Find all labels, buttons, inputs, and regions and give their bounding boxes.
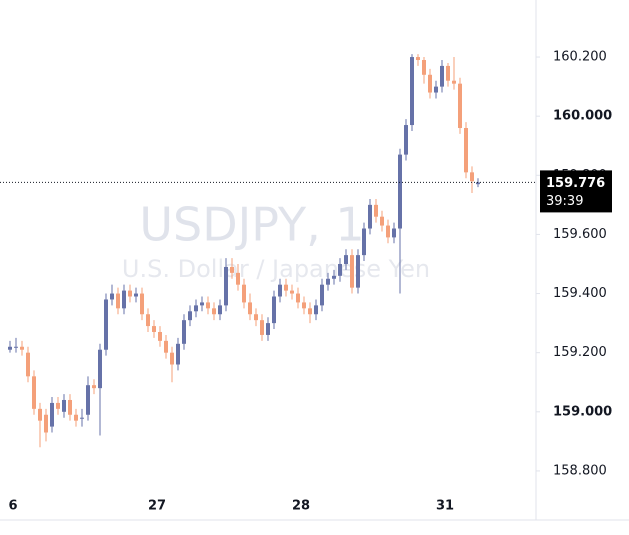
candle-body — [398, 154, 402, 229]
candle-body — [470, 172, 474, 182]
candle-body — [230, 266, 234, 273]
candle-body — [254, 314, 258, 321]
candle-body — [68, 399, 72, 415]
x-tick-label: 28 — [292, 499, 310, 514]
candle-body — [440, 65, 444, 87]
watermark-subtitle: U.S. Dollar / Japanese Yen — [122, 255, 430, 283]
candle-body — [374, 204, 378, 217]
candle-body — [92, 385, 96, 389]
candle-body — [212, 308, 216, 315]
candle-body — [56, 402, 60, 409]
y-tick-label: 158.800 — [553, 463, 607, 478]
y-tick-label: 160.000 — [553, 109, 612, 124]
candle-body — [326, 278, 330, 285]
x-tick-label: 27 — [148, 499, 166, 514]
candle-body — [362, 228, 366, 256]
candle-body — [356, 255, 360, 288]
candle-body — [50, 402, 54, 427]
candle-body — [164, 340, 168, 353]
last-price-box — [540, 170, 612, 213]
last-price-label: 159.776 — [546, 176, 605, 191]
y-tick-label: 159.200 — [553, 345, 607, 360]
candle-body — [14, 346, 18, 348]
candle-body — [110, 293, 114, 300]
candle-body — [26, 352, 30, 377]
candle-body — [272, 296, 276, 324]
candle-body — [86, 385, 90, 415]
candle-body — [458, 83, 462, 129]
watermark: USDJPY, 1 — [139, 198, 364, 252]
candle-body — [404, 125, 408, 155]
y-tick-label: 159.600 — [553, 227, 607, 242]
candle-body — [116, 293, 120, 309]
candle-body — [62, 399, 66, 412]
candle-body — [350, 255, 354, 288]
candle-body — [158, 331, 162, 341]
x-tick-label: 31 — [436, 499, 454, 514]
candle-body — [206, 302, 210, 309]
candle-body — [134, 293, 138, 297]
candle-body — [182, 320, 186, 344]
candle-body — [224, 266, 228, 306]
candle-body — [308, 308, 312, 315]
candle-body — [284, 284, 288, 291]
candle-body — [392, 228, 396, 238]
candle-body — [98, 349, 102, 389]
candle-body — [464, 128, 468, 173]
candle-body — [476, 182, 480, 185]
candle-body — [302, 302, 306, 309]
candle-body — [338, 263, 342, 276]
candle-body — [80, 417, 84, 419]
candle-body — [290, 290, 294, 294]
candle-body — [194, 305, 198, 312]
candle-body — [380, 216, 384, 226]
candle-body — [74, 414, 78, 421]
candle-body — [452, 80, 456, 84]
candle-body — [296, 293, 300, 303]
candle-body — [170, 352, 174, 365]
candle-body — [416, 57, 420, 61]
candle-body — [314, 305, 318, 315]
candle-body — [140, 293, 144, 315]
countdown: 39:39 — [546, 194, 583, 209]
candle-body — [218, 305, 222, 315]
candle-body — [260, 320, 264, 335]
candle-body — [122, 290, 126, 309]
candle-body — [320, 284, 324, 306]
candle-body — [176, 343, 180, 365]
candle-body — [434, 86, 438, 93]
candle-body — [410, 57, 414, 126]
candle-body — [236, 272, 240, 285]
candle-body — [152, 326, 156, 332]
candle-body — [248, 302, 252, 315]
candle-body — [20, 346, 24, 350]
y-tick-label: 159.000 — [553, 404, 612, 419]
candle-body — [200, 302, 204, 306]
candle-body — [188, 311, 192, 321]
candle-body — [128, 290, 132, 297]
candle-body — [146, 314, 150, 327]
candle-body — [104, 299, 108, 350]
candle-body — [8, 346, 12, 350]
candle-body — [32, 376, 36, 409]
y-tick-label: 159.400 — [553, 286, 607, 301]
candle-body — [344, 255, 348, 264]
candle-body — [38, 408, 42, 421]
candle-body — [332, 275, 336, 279]
candle-body — [44, 414, 48, 433]
candle-body — [266, 323, 270, 335]
candle-body — [422, 60, 426, 75]
candle-body — [368, 204, 372, 229]
candle-body — [386, 225, 390, 238]
y-tick-label: 160.200 — [553, 50, 607, 65]
candle-body — [446, 65, 450, 81]
candle-body — [428, 74, 432, 93]
candle-body — [242, 284, 246, 303]
candle-body — [278, 284, 282, 297]
x-tick-label: 6 — [8, 499, 17, 514]
